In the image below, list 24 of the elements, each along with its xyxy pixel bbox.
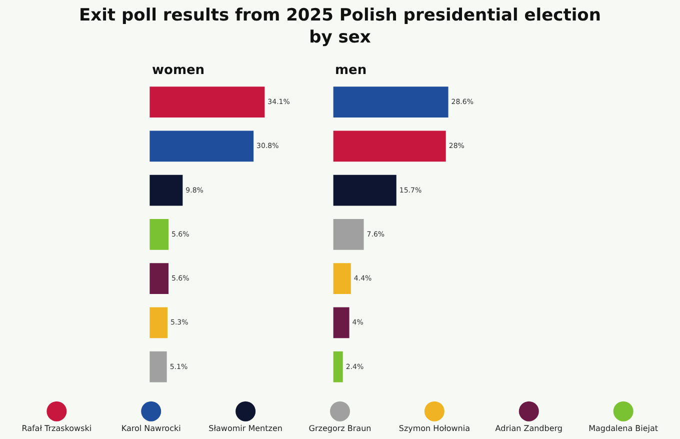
bar	[333, 130, 446, 162]
bar	[333, 263, 351, 294]
bar	[333, 351, 343, 382]
category-label: Sławomir Mentzen	[208, 424, 282, 433]
category-label: Magdalena Biejat	[588, 424, 658, 433]
chart-subtitle: men	[335, 63, 367, 78]
bar	[150, 86, 265, 118]
bar	[150, 307, 168, 338]
category-label: Grzegorz Braun	[308, 424, 372, 433]
category-label: Rafał Trzaskowski	[22, 424, 92, 433]
bar	[150, 218, 168, 250]
bar	[150, 130, 254, 162]
bar	[333, 307, 350, 338]
category-label: Szymon Hołownia	[398, 424, 470, 433]
bar	[150, 263, 168, 294]
bar	[333, 218, 364, 250]
chart-subtitle: women	[152, 63, 205, 78]
bar	[150, 174, 183, 206]
category-label: Karol Nawrocki	[121, 424, 181, 433]
bar	[333, 86, 448, 118]
text: Exit poll results from 2025 Polish presidential election by sex	[79, 5, 601, 48]
bar	[150, 351, 167, 382]
bar	[333, 174, 396, 206]
category-label: Adrian Zandberg	[495, 424, 562, 433]
